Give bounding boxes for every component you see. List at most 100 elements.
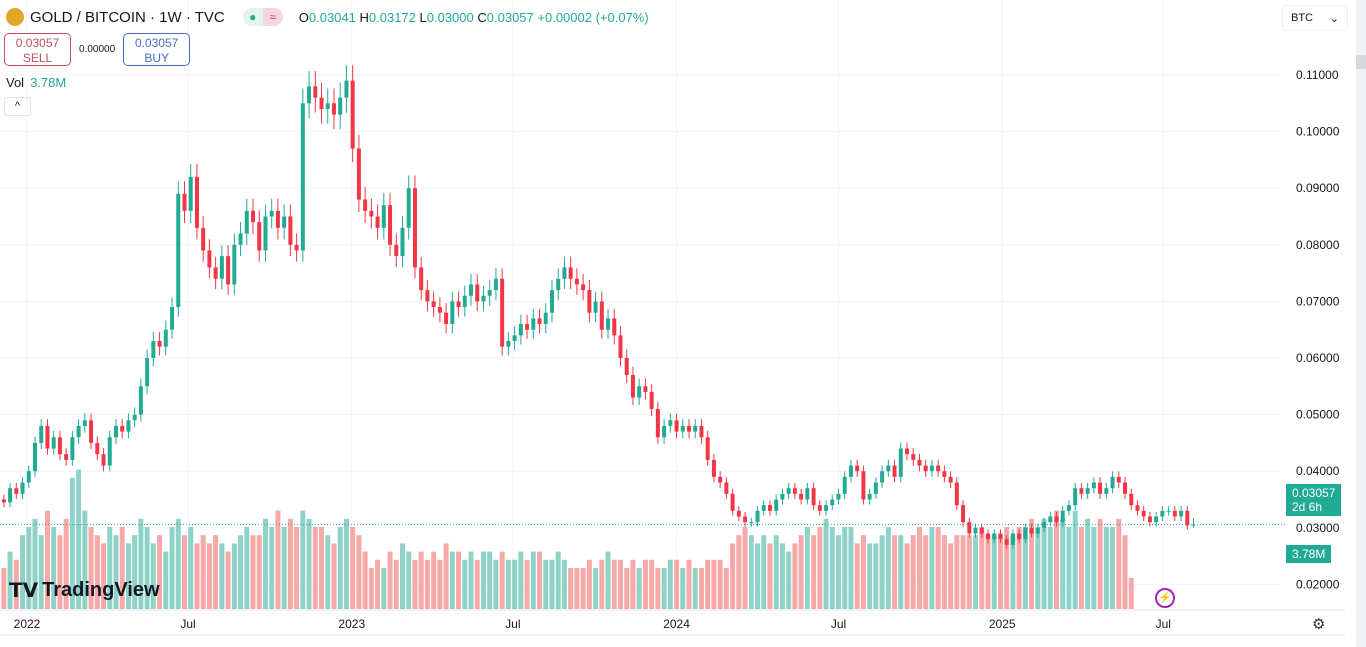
candle-body bbox=[244, 210, 249, 234]
volume-bar bbox=[424, 559, 430, 609]
candle-body bbox=[749, 522, 754, 524]
volume-bar bbox=[748, 535, 754, 609]
candle bbox=[294, 233, 299, 262]
scrollbar[interactable] bbox=[1356, 0, 1366, 647]
volume-bar bbox=[1085, 518, 1091, 609]
candle-body bbox=[313, 86, 318, 98]
candle-body bbox=[282, 216, 287, 228]
candle bbox=[251, 198, 256, 235]
volume-bar bbox=[350, 527, 356, 609]
candle bbox=[1166, 506, 1171, 516]
candle-body bbox=[1048, 516, 1053, 523]
volume-bar bbox=[1072, 510, 1078, 609]
collapse-legend-button[interactable]: ^ bbox=[4, 97, 31, 116]
candle-body bbox=[14, 488, 19, 494]
volume-bar bbox=[138, 518, 144, 609]
volume-bar bbox=[954, 535, 960, 609]
currency-select[interactable]: BTC ⌄ bbox=[1282, 5, 1348, 31]
candle bbox=[1060, 506, 1065, 527]
volume-bar bbox=[175, 518, 181, 609]
candle bbox=[194, 163, 199, 240]
candle-body bbox=[170, 307, 175, 330]
candle-body bbox=[942, 471, 947, 477]
x-tick-label: Jul bbox=[180, 617, 195, 631]
volume-bar bbox=[38, 535, 44, 609]
candle bbox=[693, 419, 698, 439]
volume-bar bbox=[593, 568, 599, 609]
candle bbox=[456, 291, 461, 317]
volume-bar bbox=[7, 551, 13, 609]
candle bbox=[313, 71, 318, 113]
volume-bar bbox=[1103, 527, 1109, 609]
candle bbox=[282, 204, 287, 240]
candle-body bbox=[655, 408, 660, 438]
volume-bar bbox=[705, 559, 711, 609]
candle-body bbox=[848, 465, 853, 477]
volume-bar bbox=[269, 527, 275, 609]
market-status[interactable]: ● ≈ bbox=[242, 8, 283, 26]
volume-bar bbox=[667, 559, 673, 609]
volume-bar bbox=[57, 535, 63, 609]
volume-bar bbox=[188, 527, 194, 609]
candle-body bbox=[307, 86, 312, 104]
y-tick-label: 0.09000 bbox=[1296, 181, 1340, 195]
volume-bar bbox=[524, 559, 530, 609]
volume-bar bbox=[580, 568, 586, 609]
y-tick-label: 0.05000 bbox=[1296, 408, 1340, 422]
candle-body bbox=[711, 459, 716, 477]
candle-body bbox=[1154, 516, 1159, 523]
candle-body bbox=[263, 216, 268, 251]
settings-icon[interactable]: ⚙ bbox=[1312, 616, 1326, 633]
volume-bar bbox=[443, 543, 449, 609]
delayed-data-icon: ≈ bbox=[262, 8, 283, 26]
buy-button[interactable]: 0.03057 BUY bbox=[123, 33, 191, 66]
volume-bar bbox=[250, 535, 256, 609]
symbol-title[interactable]: GOLD / BITCOIN · 1W · TVC bbox=[30, 8, 225, 26]
volume-bar bbox=[206, 543, 212, 609]
gold-symbol-icon bbox=[6, 8, 24, 26]
candle bbox=[238, 221, 243, 257]
candle bbox=[836, 488, 841, 505]
y-tick-label: 0.07000 bbox=[1296, 294, 1340, 308]
candle bbox=[388, 192, 393, 257]
candle bbox=[1191, 518, 1196, 528]
candle bbox=[593, 291, 598, 323]
volume-bar bbox=[26, 527, 32, 609]
candle bbox=[263, 204, 268, 262]
volume-bar bbox=[892, 535, 898, 609]
candle-body bbox=[780, 493, 785, 500]
volume-bar bbox=[979, 527, 985, 609]
candle bbox=[898, 442, 903, 483]
candle bbox=[45, 419, 50, 455]
candle bbox=[226, 245, 231, 295]
candle-body bbox=[774, 499, 779, 511]
candle bbox=[855, 459, 860, 477]
volume-bar bbox=[281, 527, 287, 609]
volume-bar bbox=[1110, 527, 1116, 609]
symbol-legend: GOLD / BITCOIN · 1W · TVC ● ≈ O0.03041 H… bbox=[6, 8, 649, 26]
scrollbar-thumb[interactable] bbox=[1356, 55, 1366, 69]
candle-body bbox=[562, 267, 567, 279]
candle-body bbox=[1004, 539, 1009, 545]
candle-body bbox=[1123, 482, 1128, 494]
candle-body bbox=[805, 488, 810, 500]
candle-body bbox=[157, 341, 162, 347]
candle-body bbox=[1066, 505, 1071, 511]
candle-body bbox=[512, 335, 517, 342]
volume-bar bbox=[474, 559, 480, 609]
candle-body bbox=[226, 256, 231, 285]
candle bbox=[1123, 477, 1128, 499]
lightning-icon[interactable]: ⚡ bbox=[1155, 588, 1175, 608]
candle-body bbox=[1085, 488, 1090, 494]
candle bbox=[985, 529, 990, 544]
volume-bar bbox=[200, 535, 206, 609]
volume-bar bbox=[150, 543, 156, 609]
candle bbox=[113, 419, 118, 444]
candle bbox=[469, 274, 474, 306]
tradingview-logo[interactable]: 𝗧𝗩 TradingView bbox=[9, 579, 160, 602]
candle-body bbox=[381, 205, 386, 228]
candle bbox=[805, 482, 810, 505]
candle bbox=[917, 453, 922, 472]
sell-button[interactable]: 0.03057 SELL bbox=[4, 33, 71, 66]
